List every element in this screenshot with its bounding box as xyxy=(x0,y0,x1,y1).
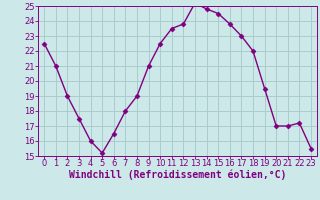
X-axis label: Windchill (Refroidissement éolien,°C): Windchill (Refroidissement éolien,°C) xyxy=(69,170,286,180)
